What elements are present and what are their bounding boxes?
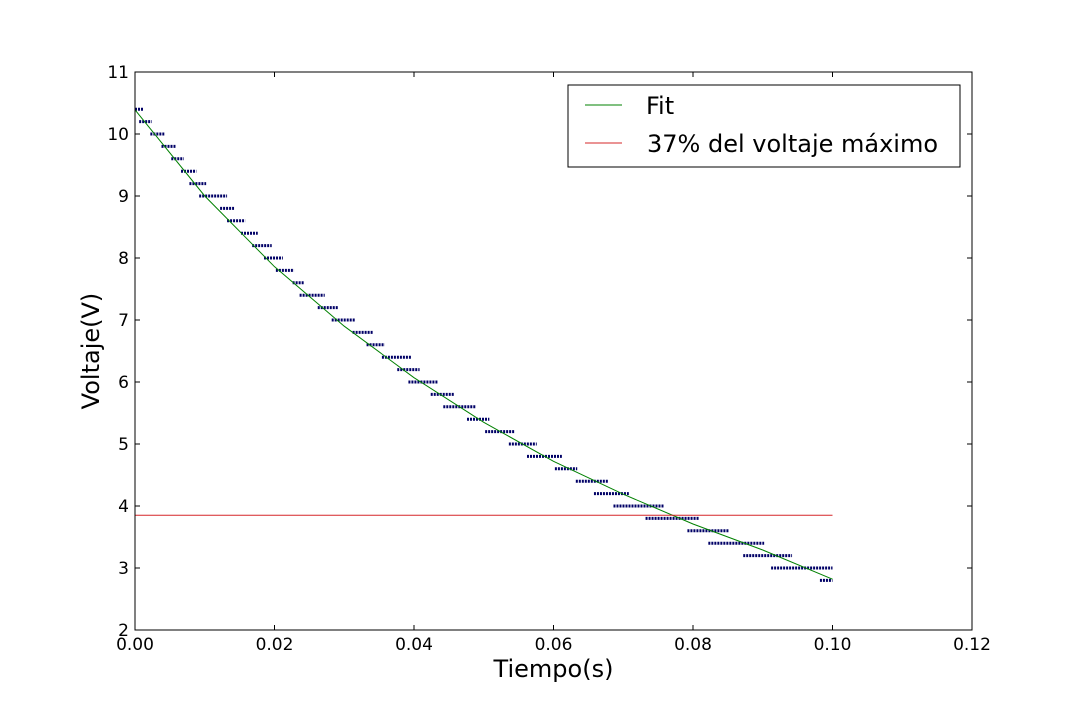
legend-label-threshold: 37% del voltaje máximo	[647, 130, 938, 158]
legend-label-fit: Fit	[646, 92, 674, 120]
y-axis-label: Voltaje(V)	[77, 293, 105, 410]
y-tick-label: 10	[107, 125, 129, 145]
x-tick-label: 0.02	[256, 635, 294, 655]
axis-ticks: 0.00 0.02 0.04 0.06 0.08 0.10 0.12 2 3 4 5 6 7 8 9 10 11	[107, 63, 991, 655]
plot-data	[134, 107, 833, 582]
y-tick-label: 8	[118, 249, 129, 269]
x-tick-label: 0.06	[535, 635, 573, 655]
y-tick-label: 3	[118, 559, 129, 579]
x-tick-label: 0.12	[953, 635, 991, 655]
y-tick-label: 6	[118, 373, 129, 393]
y-tick-label: 4	[118, 497, 129, 517]
x-tick-label: 0.08	[674, 635, 712, 655]
legend-box	[567, 84, 961, 168]
y-tick-label: 11	[107, 63, 129, 83]
x-tick-label: 0.00	[116, 635, 154, 655]
x-axis-label: Tiempo(s)	[493, 655, 614, 683]
fit-line	[134, 109, 833, 580]
x-tick-label: 0.10	[814, 635, 852, 655]
y-tick-label: 2	[118, 621, 129, 641]
x-tick-label: 0.04	[395, 635, 433, 655]
y-tick-label: 5	[118, 435, 129, 455]
y-tick-label: 9	[118, 187, 129, 207]
y-tick-label: 7	[118, 311, 129, 331]
legend: Fit 37% del voltaje máximo	[567, 84, 961, 168]
